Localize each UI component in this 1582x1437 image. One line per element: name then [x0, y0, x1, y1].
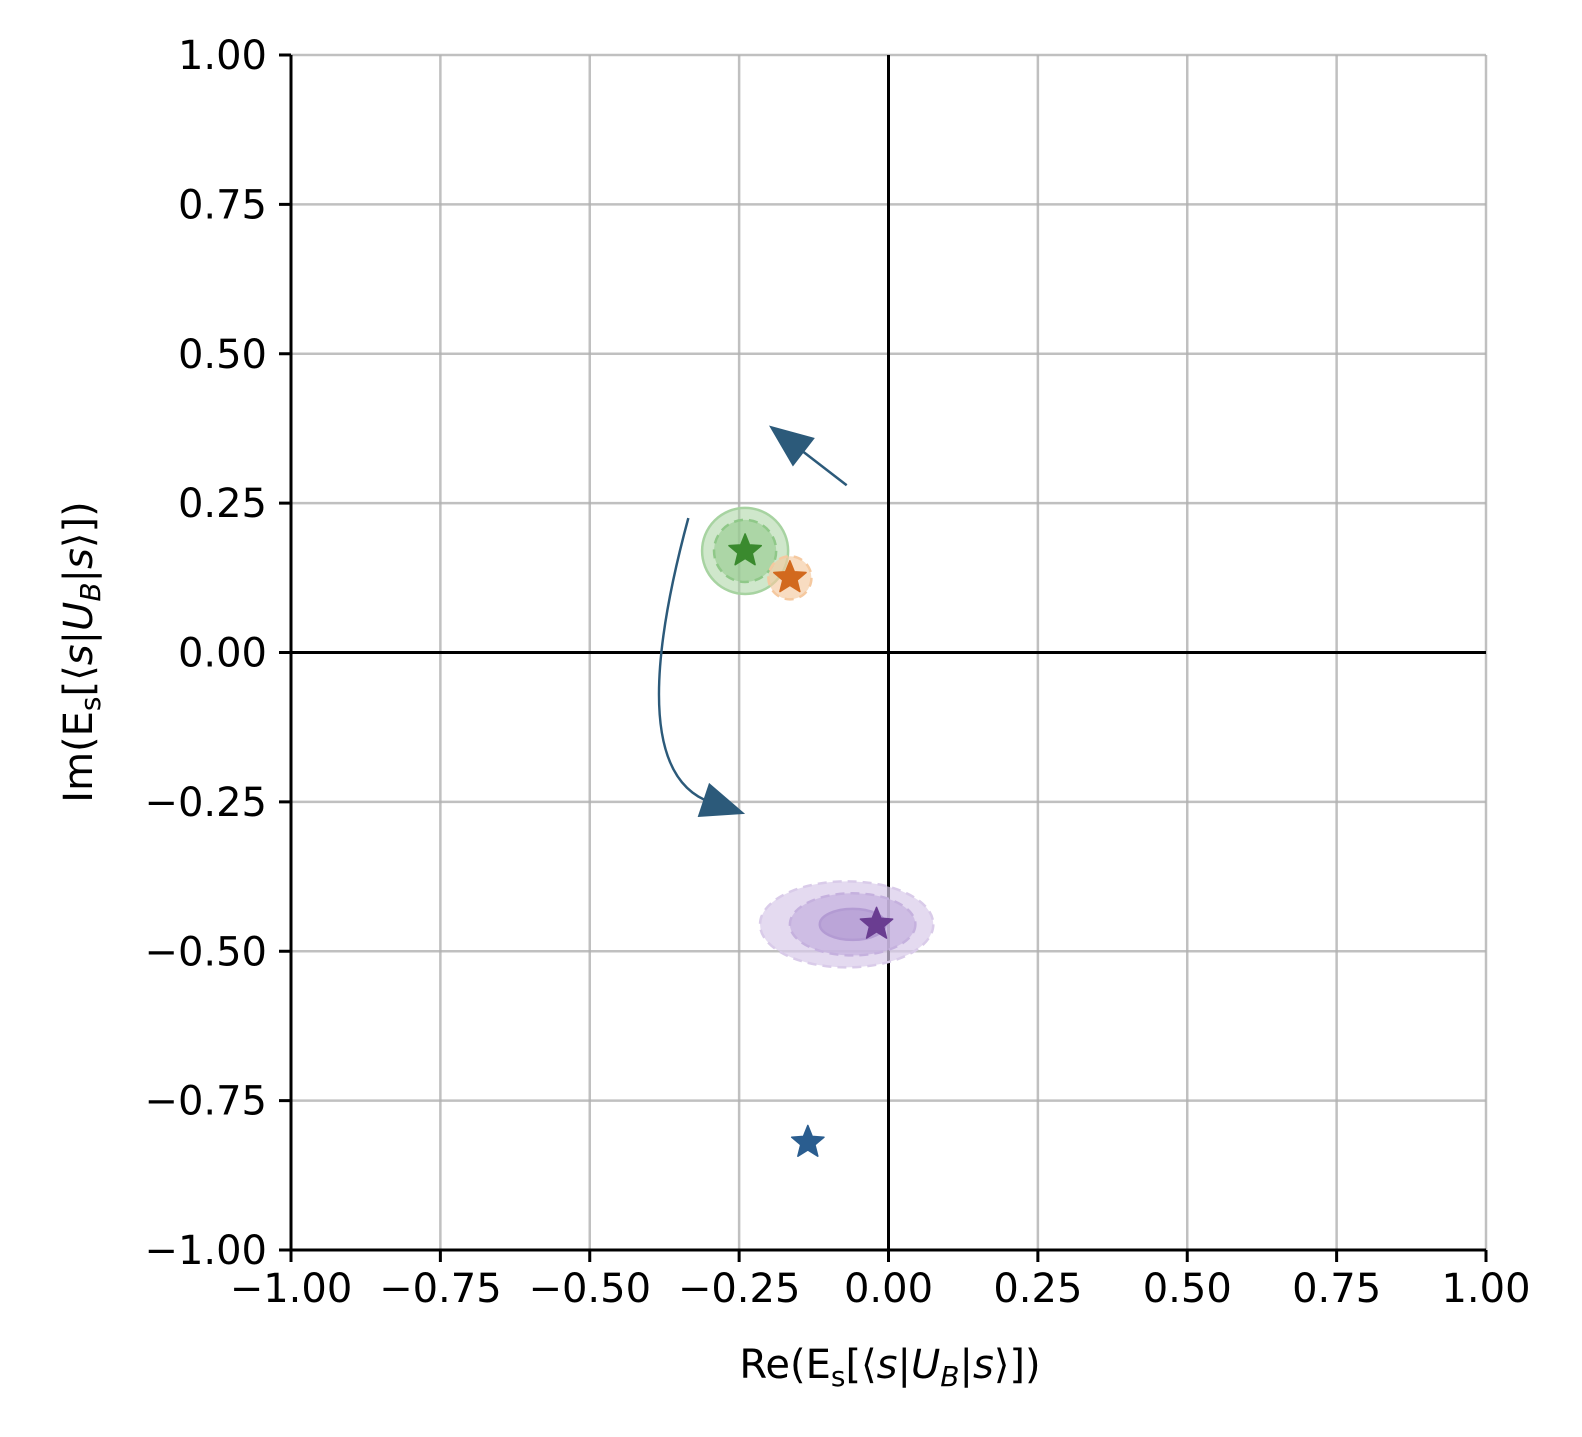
x-tick-label: 1.00 [1441, 1266, 1530, 1312]
y-tick-label: −0.75 [144, 1079, 267, 1125]
x-tick-label: −0.25 [678, 1266, 801, 1312]
arrow-shaft [657, 517, 713, 804]
x-tick-label: 0.00 [844, 1266, 933, 1312]
star-marker [772, 560, 807, 593]
x-tick-label: −0.50 [528, 1266, 651, 1312]
y-tick-label: 0.25 [178, 481, 267, 527]
zero-lines [291, 55, 1486, 1250]
arrow-head [697, 782, 746, 817]
y-tick-label: −0.25 [144, 780, 267, 826]
x-tick-label: 0.50 [1143, 1266, 1232, 1312]
data-points [728, 533, 894, 1157]
axes [279, 53, 1488, 1262]
y-tick-label: 1.00 [178, 33, 267, 79]
arrows [657, 425, 848, 817]
arrow-head [769, 425, 815, 467]
confidence-regions [700, 506, 935, 969]
y-tick-label: 0.75 [178, 182, 267, 228]
y-tick-label: −1.00 [144, 1228, 267, 1274]
y-tick-label: 0.50 [178, 332, 267, 378]
star-marker [790, 1124, 825, 1157]
y-tick-label: −0.50 [144, 929, 267, 975]
x-tick-label: −1.00 [230, 1266, 353, 1312]
x-tick-label: −0.75 [379, 1266, 502, 1312]
x-axis-title: Re(Es[⟨s|UB|s⟩]) [739, 1342, 1040, 1393]
x-tick-label: 0.25 [993, 1266, 1082, 1312]
tick-labels: −1.00 −0.75 −0.50 −0.25 0.00 0.25 0.50 0.75 1.00… [144, 33, 1530, 1312]
y-axis-title: Im(Es[⟨s|UB|s⟩]) [56, 501, 107, 802]
x-tick-label: 0.75 [1292, 1266, 1381, 1312]
arrow-shaft [796, 445, 848, 487]
star-marker [728, 533, 763, 566]
y-tick-label: 0.00 [178, 631, 267, 677]
star-marker [859, 906, 894, 939]
